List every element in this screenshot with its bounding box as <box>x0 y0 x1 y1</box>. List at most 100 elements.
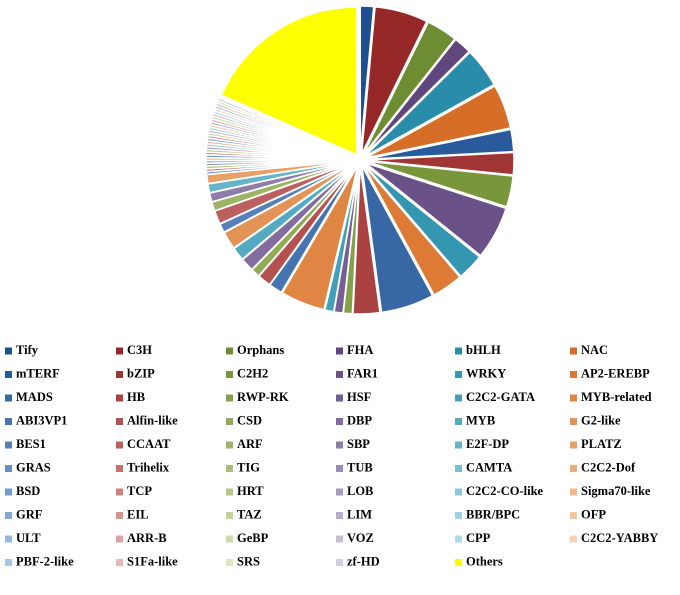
legend-label: TCP <box>127 484 152 498</box>
legend-label: BES1 <box>16 437 46 451</box>
legend-swatch <box>116 394 123 402</box>
legend-label: Orphans <box>237 343 284 357</box>
legend-label: TIG <box>237 460 260 474</box>
legend-swatch <box>570 441 577 449</box>
pie-slice <box>365 84 512 159</box>
pie-slice <box>220 6 358 157</box>
legend-swatch <box>336 465 343 472</box>
legend-swatch <box>570 347 577 355</box>
legend-label: Others <box>466 554 503 568</box>
legend-swatch <box>5 394 12 402</box>
legend-label: C2C2-Dof <box>581 460 636 474</box>
legend-swatch <box>455 371 462 378</box>
legend-swatch <box>226 418 233 425</box>
legend-label: BSD <box>16 484 40 498</box>
legend-swatch <box>455 394 462 402</box>
legend-swatch <box>336 418 343 425</box>
legend-swatch <box>226 488 233 496</box>
legend-swatch <box>5 441 12 449</box>
legend-swatch <box>455 535 462 543</box>
legend-label: bHLH <box>466 343 501 357</box>
pie-slice <box>324 165 360 313</box>
legend-swatch <box>5 418 12 425</box>
pie-slice <box>363 38 471 157</box>
legend-label: zf-HD <box>347 554 380 568</box>
legend-swatch <box>455 418 462 425</box>
pie-slice <box>365 128 515 160</box>
legend-swatch <box>5 488 12 496</box>
legend-label: Trihelix <box>127 460 170 474</box>
legend-swatch <box>455 441 462 449</box>
legend-swatch <box>116 535 123 543</box>
legend-swatch <box>116 559 123 566</box>
legend-swatch <box>226 465 233 472</box>
legend-swatch <box>336 512 343 519</box>
legend-label: ARF <box>237 437 263 451</box>
legend-swatch <box>116 488 123 496</box>
pie-slice <box>364 162 508 257</box>
pie-slice <box>363 163 481 278</box>
legend-label: BBR/BPC <box>466 507 520 521</box>
legend-label: HB <box>127 390 145 404</box>
legend-swatch <box>116 347 123 355</box>
legend-label: Alfin-like <box>127 413 178 427</box>
pie-slice <box>361 165 434 314</box>
legend-label: OFP <box>581 507 606 521</box>
legend-swatch <box>455 512 462 519</box>
legend-label: PBF-2-like <box>16 554 74 568</box>
legend-swatch <box>5 535 12 543</box>
legend-swatch <box>570 394 577 402</box>
legend-swatch <box>570 488 577 496</box>
legend-swatch <box>455 488 462 496</box>
legend-label: C2C2-YABBY <box>581 531 658 545</box>
legend-swatch <box>226 559 233 566</box>
legend-label: LOB <box>347 484 373 498</box>
pie-slice <box>365 160 514 208</box>
legend-label: ABI3VP1 <box>16 413 67 427</box>
legend-label: VOZ <box>347 531 374 545</box>
legend-label: CAMTA <box>466 460 512 474</box>
legend-label: GRAS <box>16 460 51 474</box>
legend-swatch <box>226 394 233 402</box>
legend-label: NAC <box>581 343 608 357</box>
legend-label: GRF <box>16 507 43 521</box>
legend-swatch <box>570 418 577 425</box>
legend-label: MYB <box>466 413 495 427</box>
legend-label: LIM <box>347 507 372 521</box>
legend-swatch <box>116 512 123 519</box>
legend-swatch <box>116 465 123 472</box>
legend-label: CSD <box>237 413 262 427</box>
legend-swatch <box>116 371 123 378</box>
legend-label: PLATZ <box>581 437 622 451</box>
legend-swatch <box>336 394 343 402</box>
legend-label: HRT <box>237 484 264 498</box>
legend-label: SBP <box>347 437 370 451</box>
legend-swatch <box>5 559 12 566</box>
legend-label: MYB-related <box>581 390 652 404</box>
legend-swatch <box>336 441 343 449</box>
legend-label: ARR-B <box>127 531 167 545</box>
legend-swatch <box>226 371 233 378</box>
legend-swatch <box>570 535 577 543</box>
legend-label: G2-like <box>581 413 621 427</box>
legend-swatch <box>226 347 233 355</box>
pie-slice <box>362 21 456 156</box>
legend-swatch <box>455 347 462 355</box>
pie-slice <box>281 165 359 311</box>
legend-label: C2C2-GATA <box>466 390 535 404</box>
legend-label: TUB <box>347 460 373 474</box>
legend-label: CPP <box>466 531 491 545</box>
legend-label: EIL <box>127 507 149 521</box>
legend-label: SRS <box>237 554 260 568</box>
pie-slice <box>362 164 462 296</box>
legend-label: C3H <box>127 343 152 357</box>
legend-label: Tify <box>16 343 39 357</box>
legend-label: bZIP <box>127 366 155 380</box>
pie-slice <box>360 6 428 155</box>
legend-swatch <box>226 535 233 543</box>
legend-swatch <box>226 441 233 449</box>
legend-swatch <box>570 371 577 378</box>
pie-slice <box>217 96 355 159</box>
legend-swatch <box>5 465 12 472</box>
